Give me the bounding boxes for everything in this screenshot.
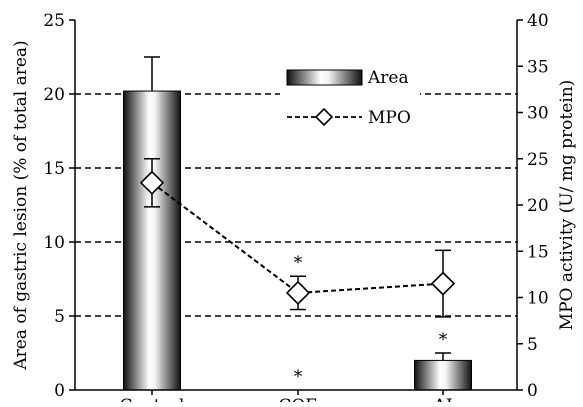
right-tick-label: 35 — [527, 57, 549, 77]
axes: 0 5 10 15 20 25 0 5 10 15 20 25 30 35 40 Control CQE AJ Ar… — [11, 11, 577, 407]
mpo-line — [151, 182, 444, 294]
right-tick-label: 5 — [527, 335, 538, 355]
legend-area-label: Area — [367, 68, 409, 88]
mpo-series — [139, 158, 456, 318]
bars — [123, 56, 472, 391]
labels: * * * — [294, 253, 448, 387]
mpo-point-cqe — [285, 280, 311, 306]
left-tick-label: 25 — [43, 11, 65, 31]
area-bar-control — [123, 90, 181, 391]
right-tick-label: 30 — [527, 104, 549, 124]
left-tick-label: 15 — [43, 159, 65, 179]
x-tick-label-control: Control — [120, 396, 185, 402]
area-significance-marker: * — [294, 367, 303, 387]
x-tick-label-aj: AJ — [432, 396, 452, 402]
area-significance-marker: * — [439, 330, 448, 350]
legend-mpo-label: MPO — [368, 108, 411, 128]
mpo-point-control — [139, 170, 165, 195]
mpo-point-aj — [430, 271, 456, 296]
legend: Area MPO — [280, 62, 420, 132]
right-tick-label: 15 — [527, 242, 549, 262]
right-tick-label: 10 — [527, 289, 549, 309]
right-tick-label: 20 — [527, 196, 549, 216]
x-tick-label-cqe: CQE — [278, 396, 317, 402]
left-tick-label: 20 — [43, 85, 65, 105]
left-axis-title: Area of gastric lesion (% of total area) — [11, 40, 31, 370]
left-tick-label: 0 — [54, 381, 65, 401]
right-axis-title: MPO activity (U/ mg protein) — [557, 80, 577, 331]
right-tick-label: 40 — [527, 11, 549, 31]
legend-mpo-diamond — [314, 107, 334, 127]
left-tick-label: 10 — [43, 233, 65, 253]
legend-area-swatch — [286, 69, 363, 86]
right-tick-label: 25 — [527, 150, 549, 170]
mpo-significance-marker: * — [294, 253, 303, 273]
right-tick-label: 0 — [527, 381, 538, 401]
left-tick-label: 5 — [54, 307, 65, 327]
area-bar-aj — [414, 359, 472, 391]
